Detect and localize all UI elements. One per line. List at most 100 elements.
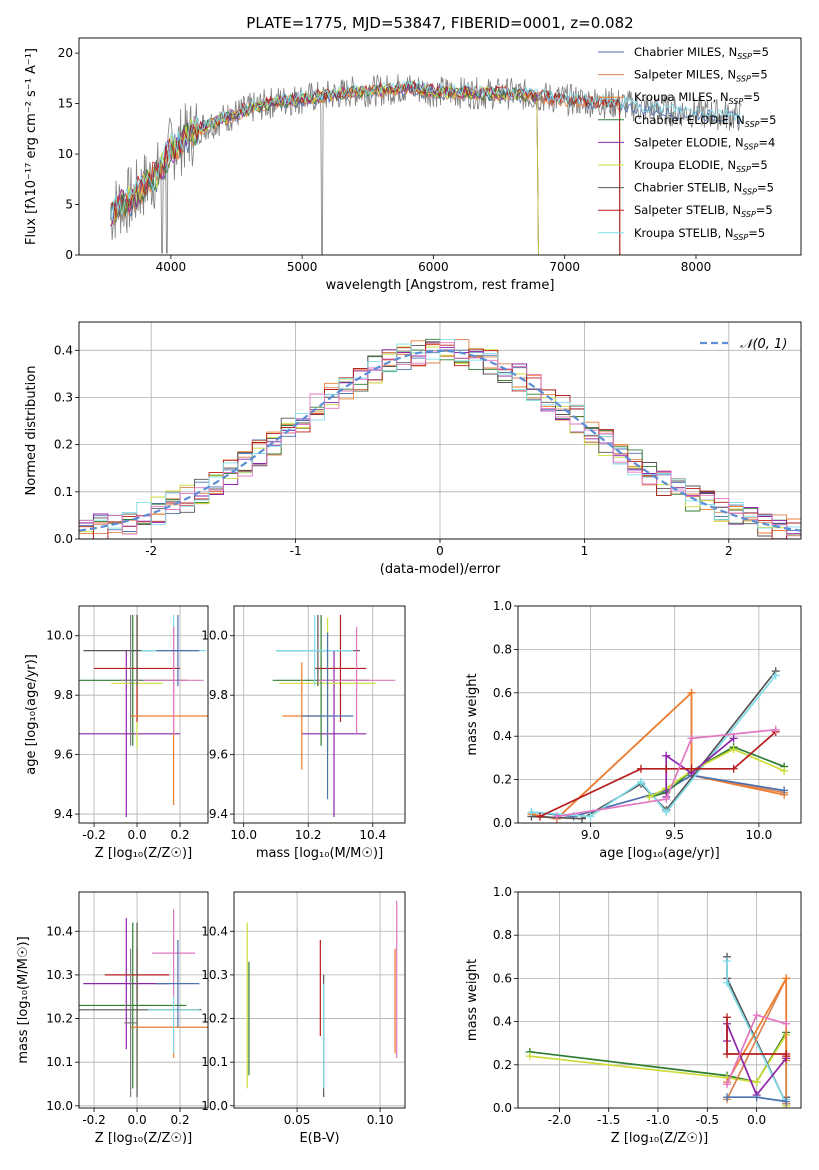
error-bar-point [301,650,367,818]
x-tick-label: 5000 [287,260,318,274]
x-tick-label: 8000 [681,260,712,274]
legend-label-sub: SSP [744,142,759,151]
legend-label-main: Chabrier ELODIE, N [634,113,745,127]
error-bar-point [152,909,196,997]
y-tick-label: 9.6 [54,748,73,762]
x-tick-label: 0.0 [747,1113,766,1127]
y-axis-label: mass [log₁₀(M/M☉)] [16,936,31,1063]
legend-label-sub: SSP [734,233,749,242]
x-tick-label: 0.2 [171,1113,190,1127]
axes-frame [78,891,209,1109]
x-axis-label: age [log₁₀(age/yr)] [599,846,720,861]
x-tick-label: 10.2 [295,828,322,842]
y-tick-label: 0.0 [493,1101,512,1115]
error-bar-point [156,614,200,687]
age-vs-mass-axes: 10.0 10.2 10.4 9.4 9.6 9.8 10.0 mass [log₁₀(M/M… [201,605,406,861]
mass-vs-z-plot [79,909,208,1098]
weight-vs-z-plot [525,952,791,1108]
weight-series [552,725,780,821]
x-axis-label: Z [log₁₀(Z/Z☉)] [95,846,192,861]
legend-label: Kroupa ELODIE, NSSP=5 [634,158,768,174]
y-tick-label: 10.2 [46,1012,73,1026]
y-tick-label: 10.3 [201,968,228,982]
error-bar-point [124,948,138,1098]
y-tick-label: 0.4 [493,729,512,743]
y-tick-label: 10.4 [201,924,228,938]
weight-series [723,1013,791,1061]
y-tick-label: 0.4 [54,343,73,357]
axes-frame [517,605,802,824]
legend-label: Chabrier STELIB, NSSP=5 [634,181,774,197]
x-tick-label: 9.0 [581,828,600,842]
x-tick-label: 2 [725,544,733,558]
y-tick-label: 10 [58,147,73,161]
weight-series [723,1093,791,1106]
error-bar-point [301,632,354,800]
legend-label-sub: SSP [745,120,760,129]
x-axis-label: mass [log₁₀(M/M☉)] [256,846,383,861]
y-axis-label: mass weight [465,673,480,755]
legend-label-suffix: =5 [751,158,768,172]
x-axis-label: E(B-V) [299,1131,339,1146]
histogram-series [79,342,801,537]
x-tick-label: 7000 [549,260,580,274]
error-bar-point [119,614,142,746]
x-tick-label: 0.05 [284,1113,311,1127]
ebv-axes: 0.05 0.10 10.0 10.1 10.2 10.3 10.4 E(B-V) [201,891,406,1146]
weight-vs-age-plot [527,667,789,823]
axes-frame [233,891,406,1109]
weight-line [665,737,735,797]
y-tick-label: 10.1 [201,1055,228,1069]
x-tick-label: -2.0 [548,1113,571,1127]
legend-label-suffix: =5 [760,113,777,127]
y-axis-label: mass weight [465,959,480,1041]
age-vs-z-axes: -0.2 0.0 0.2 9.4 9.6 9.8 10.0 Z [log₁₀(Z/Z☉)] ag… [24,605,209,861]
y-tick-label: 9.4 [209,807,228,821]
x-tick-label: -1.5 [597,1113,620,1127]
y-axis-label: Flux [fλ10⁻¹⁷ erg cm⁻² s⁻¹ A⁻¹] [24,48,39,245]
y-tick-label: 9.8 [54,688,73,702]
legend-label-sub: SSP [736,165,751,174]
y-tick-label: 9.6 [209,748,228,762]
residuals-axes: -2 -1 0 1 2 0.0 0.1 0.2 0.3 0.4 (data-model)/error… [24,321,802,577]
x-tick-label: 1 [581,544,589,558]
x-tick-label: -0.2 [82,1113,105,1127]
legend-label-suffix: =4 [758,135,775,149]
x-tick-label: 0.10 [367,1113,394,1127]
legend-label-suffix: =5 [743,90,760,104]
y-tick-label: 9.8 [209,688,228,702]
x-tick-label: 10.0 [746,828,773,842]
normal-legend-label: 𝒩(0, 1) [740,337,787,352]
y-tick-label: 10.0 [46,1099,73,1113]
x-tick-label: 0 [436,544,444,558]
legend-label-main: Salpeter STELIB, N [634,203,741,217]
legend-label: Salpeter STELIB, NSSP=5 [634,203,773,219]
age-vs-mass-plot [272,614,396,818]
y-tick-label: 10.3 [46,968,73,982]
legend-label-main: Salpeter MILES, N [634,68,736,82]
spectrum-axes: 4000 5000 6000 7000 8000 0 5 10 15 20 wavelength [… [24,37,802,293]
y-tick-label: 0.3 [54,390,73,404]
error-bar-point [156,940,200,1028]
x-tick-label: -2 [145,544,157,558]
y-tick-label: 0.8 [493,928,512,942]
y-tick-label: 10.1 [46,1055,73,1069]
x-tick-label: -0.5 [696,1113,719,1127]
legend-label-suffix: =5 [756,203,773,217]
y-tick-label: 10.0 [201,1099,228,1113]
ebv-plot [246,900,398,1098]
mass-vs-z-axes: -0.2 0.0 0.2 10.0 10.1 10.2 10.3 10.4 Z [log₁₀(Z… [16,891,209,1146]
legend-label-main: Kroupa MILES, N [634,90,729,104]
legend-label-sub: SSP [729,97,744,106]
legend-label-suffix: =5 [751,68,768,82]
legend-label-sub: SSP [736,75,751,84]
x-tick-label: -1 [290,544,302,558]
spectrum-model-line [110,81,621,255]
y-tick-label: 9.4 [54,807,73,821]
error-bar-point [143,626,204,734]
error-bar-point [275,614,354,687]
y-tick-label: 0.8 [493,642,512,656]
axes-frame [233,605,406,824]
spectrum-plot [110,74,742,255]
